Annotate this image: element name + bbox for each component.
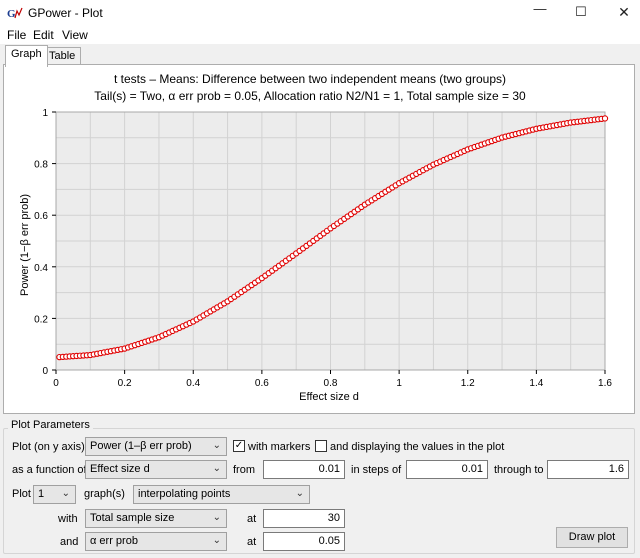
plot-count-select[interactable]: 1 ⌄: [33, 485, 76, 504]
y-tick-label: 1: [42, 108, 48, 119]
with-select-value: Total sample size: [90, 512, 175, 524]
and-label: and: [60, 536, 79, 548]
with-markers-label: with markers: [248, 441, 311, 453]
x-tick-label: 0.2: [118, 378, 132, 389]
axes: 0 0.2 0.4 0.6 0.8 1 1.2 1.4 1.6 0 0.2 0.4 0.6 0.8 1: [34, 108, 612, 389]
x-tick-label: 0.8: [324, 378, 338, 389]
y-tick-label: 0: [42, 366, 48, 377]
chevron-down-icon: ⌄: [212, 440, 221, 451]
graphs-select-value: interpolating points: [138, 488, 231, 500]
draw-plot-button[interactable]: Draw plot: [556, 527, 628, 548]
at-label-1: at: [247, 513, 257, 525]
chevron-down-icon: ⌄: [61, 488, 70, 499]
svg-text:G: G: [7, 8, 16, 20]
steps-input[interactable]: 0.01: [406, 460, 488, 479]
with-markers-checkbox[interactable]: ✓: [233, 440, 245, 452]
plot-parameters-legend: Plot Parameters: [8, 419, 93, 431]
graphs-select[interactable]: interpolating points ⌄: [133, 485, 310, 504]
data-point: [601, 115, 609, 122]
menu-view[interactable]: View: [62, 28, 88, 42]
function-select[interactable]: Effect size d ⌄: [85, 460, 227, 479]
display-values-label: and displaying the values in the plot: [330, 441, 505, 453]
y-axis-label: Power (1−β err prob): [19, 194, 31, 296]
with-label: with: [58, 513, 78, 525]
from-input[interactable]: 0.01: [263, 460, 345, 479]
gpower-app-icon: G: [7, 6, 23, 20]
close-icon[interactable]: ✕: [618, 4, 630, 20]
from-label: from: [233, 464, 255, 476]
x-axis-label: Effect size d: [299, 391, 359, 403]
plot-count-value: 1: [38, 488, 45, 500]
through-label: through to: [494, 464, 544, 476]
chart-title: t tests – Means: Difference between two …: [114, 72, 506, 86]
chevron-down-icon: ⌄: [212, 535, 221, 546]
data-markers: [56, 115, 609, 361]
display-values-checkbox[interactable]: [315, 440, 327, 452]
sample-size-input[interactable]: 30: [263, 509, 345, 528]
menu-edit[interactable]: Edit: [33, 28, 54, 42]
with-select[interactable]: Total sample size ⌄: [85, 509, 227, 528]
through-input[interactable]: 1.6: [547, 460, 629, 479]
tab-graph[interactable]: Graph: [5, 45, 48, 67]
graph-panel: 0 0.2 0.4 0.6 0.8 1 1.2 1.4 1.6 0 0.2 0.4 0.6 0.8 1 t …: [3, 64, 635, 414]
chevron-down-icon: ⌄: [295, 488, 304, 499]
x-tick-label: 1.2: [461, 378, 475, 389]
window-title: GPower - Plot: [28, 6, 103, 20]
steps-label: in steps of: [351, 464, 402, 476]
y-tick-label: 0.4: [34, 263, 48, 274]
tab-table[interactable]: Table: [43, 47, 82, 66]
x-tick-label: 1.6: [598, 378, 612, 389]
plot-label: Plot: [12, 488, 31, 500]
chart-subtitle: Tail(s) = Two, α err prob = 0.05, Alloca…: [94, 89, 526, 103]
y-tick-label: 0.2: [34, 314, 48, 325]
function-label: as a function of: [12, 464, 87, 476]
minimize-icon[interactable]: —: [533, 1, 547, 16]
grid-lines: [55, 111, 606, 371]
x-tick-label: 0: [53, 378, 59, 389]
x-tick-label: 0.4: [186, 378, 200, 389]
menu-bar: File Edit View: [0, 26, 640, 44]
menu-file[interactable]: File: [7, 28, 27, 42]
power-plot: 0 0.2 0.4 0.6 0.8 1 1.2 1.4 1.6 0 0.2 0.4 0.6 0.8 1 t …: [19, 72, 612, 403]
and-select[interactable]: α err prob ⌄: [85, 532, 227, 551]
chevron-down-icon: ⌄: [212, 463, 221, 474]
tab-strip: Graph Table: [0, 44, 640, 67]
y-axis-label-text: Plot (on y axis): [12, 441, 85, 453]
plot-parameters-frame: [3, 428, 635, 554]
chevron-down-icon: ⌄: [212, 512, 221, 523]
at-label-2: at: [247, 536, 257, 548]
y-axis-select-value: Power (1–β err prob): [90, 440, 192, 452]
maximize-icon[interactable]: ☐: [575, 4, 587, 19]
y-axis-select[interactable]: Power (1–β err prob) ⌄: [85, 437, 227, 456]
x-tick-label: 1: [396, 378, 402, 389]
y-tick-label: 0.8: [34, 160, 48, 171]
x-tick-label: 1.4: [529, 378, 543, 389]
title-bar: G GPower - Plot — ☐ ✕: [0, 0, 640, 26]
alpha-input[interactable]: 0.05: [263, 532, 345, 551]
and-select-value: α err prob: [90, 535, 138, 547]
y-tick-label: 0.6: [34, 211, 48, 222]
graphs-label: graph(s): [84, 488, 125, 500]
function-select-value: Effect size d: [90, 463, 150, 475]
x-tick-label: 0.6: [255, 378, 269, 389]
